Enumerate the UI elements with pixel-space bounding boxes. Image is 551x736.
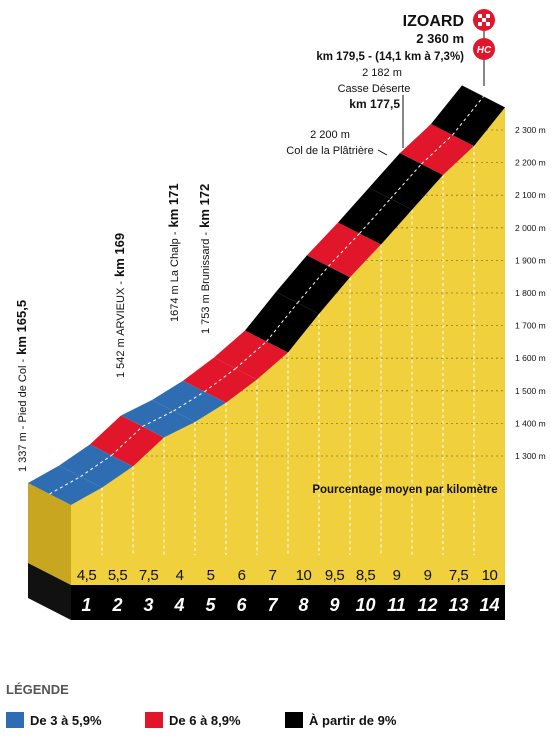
legend-label: À partir de 9% xyxy=(309,713,397,728)
legend-title: LÉGENDE xyxy=(6,682,69,697)
base xyxy=(71,585,505,620)
gradient-label: 9 xyxy=(393,567,401,584)
centerline xyxy=(235,341,267,369)
leader xyxy=(377,149,388,156)
annotation-km: km 171 xyxy=(166,183,181,227)
annotation-text: 1 337 m - Pied de Col - xyxy=(17,359,29,472)
gradient-label: 7,5 xyxy=(139,567,159,584)
annotation-text: 1 753 m Brunissard - xyxy=(200,232,212,334)
y-tick-label: 2 000 m xyxy=(515,223,546,233)
gradient-segment xyxy=(400,124,474,175)
km-label: 7 xyxy=(267,595,278,615)
km-label: 5 xyxy=(205,595,216,615)
km-label: 2 xyxy=(111,595,122,615)
centerline xyxy=(452,96,484,136)
pass-elevation: 2 182 m xyxy=(362,67,402,79)
gradient-label: 9,5 xyxy=(325,567,345,584)
legend-label: De 3 à 5,9% xyxy=(30,713,102,728)
centerline xyxy=(297,265,329,304)
centerline xyxy=(266,302,298,342)
checker xyxy=(478,14,490,26)
gradient-segment xyxy=(369,152,443,210)
front-face xyxy=(71,107,505,586)
km-label: 12 xyxy=(417,595,437,615)
km-label: 13 xyxy=(448,595,468,615)
gradient-segment xyxy=(121,400,195,438)
legend: De 3 à 5,9% De 6 à 8,9% À partir de 9% xyxy=(6,712,397,728)
summit-elevation: 2 360 m xyxy=(416,31,464,46)
summit-title: IZOARD xyxy=(403,13,464,30)
centerline xyxy=(204,368,236,393)
gradient-segment xyxy=(28,465,102,505)
y-tick-label: 2 100 m xyxy=(515,190,546,200)
legend-label: De 6 à 8,9% xyxy=(169,713,241,728)
gradient-label: 7,5 xyxy=(449,567,469,584)
gradient-label: 7 xyxy=(269,567,277,584)
category-icon xyxy=(473,38,495,60)
legend-swatch xyxy=(145,712,163,728)
gradient-label: 4 xyxy=(176,567,184,584)
km-label: 6 xyxy=(236,595,247,615)
y-tick-label: 1 600 m xyxy=(515,353,546,363)
gradient-segment xyxy=(338,187,412,245)
pass-km: km 177,5 xyxy=(349,97,400,111)
annotation: 1 542 m ARVIEUX - km 169 xyxy=(112,233,127,378)
summit-info: km 179,5 - (14,1 km à 7,3%) xyxy=(316,51,464,63)
annotation: 1 753 m Brunissard - km 172 xyxy=(197,184,212,334)
km-label: 9 xyxy=(329,595,339,615)
gradient-label: 4,5 xyxy=(77,567,97,584)
gradient-label: 5 xyxy=(207,567,215,584)
centerline xyxy=(390,163,422,200)
annotation: 1674 m La Chalp - km 171 xyxy=(166,183,181,322)
annotation-text: 1 542 m ARVIEUX - xyxy=(115,281,127,378)
pass-name: Col de la Plâtrière xyxy=(286,145,373,157)
gradient-label: 8,5 xyxy=(356,567,376,584)
y-tick-label: 1 400 m xyxy=(515,418,546,428)
km-label: 8 xyxy=(298,595,308,615)
gradient-label: 10 xyxy=(482,567,498,584)
km-label: 10 xyxy=(355,595,375,615)
centerline xyxy=(359,198,391,234)
centerline xyxy=(173,391,205,412)
left-face xyxy=(28,483,71,585)
centerline xyxy=(111,426,143,456)
y-tick-label: 2 300 m xyxy=(515,125,546,135)
y-tick-label: 1 900 m xyxy=(515,255,546,265)
annotation-km: km 169 xyxy=(112,233,127,277)
gradient-label: 6 xyxy=(238,567,246,584)
subtitle: Pourcentage moyen par kilomètre xyxy=(312,484,497,496)
y-tick-label: 1 300 m xyxy=(515,451,546,461)
km-label: 11 xyxy=(387,595,406,615)
centerline xyxy=(80,454,112,478)
y-tick-label: 2 200 m xyxy=(515,158,546,168)
gradient-label: 10 xyxy=(296,567,312,584)
pass-name: Casse Déserte xyxy=(338,83,411,95)
legend-swatch xyxy=(6,712,24,728)
gradient-segment xyxy=(307,222,381,278)
gradient-segment xyxy=(90,415,164,467)
annotation-text: 1674 m La Chalp - xyxy=(169,231,181,322)
category: HC xyxy=(477,45,492,56)
gradient-label: 9 xyxy=(424,567,432,584)
km-label: 4 xyxy=(173,595,184,615)
legend-swatch xyxy=(285,712,303,728)
annotation-km: km 165,5 xyxy=(14,300,29,355)
gradient-label: 5,5 xyxy=(108,567,128,584)
y-tick-label: 1 700 m xyxy=(515,321,546,331)
centerline xyxy=(421,134,453,165)
annotation: 1 337 m - Pied de Col - km 165,5 xyxy=(14,300,29,472)
km-label: 14 xyxy=(479,595,499,615)
pass-elevation: 2 200 m xyxy=(310,129,350,141)
km-label: 3 xyxy=(143,595,153,615)
annotation-km: km 172 xyxy=(197,184,212,228)
profile-body: 4,515,527,53445566771089,598,5109119127,… xyxy=(28,85,505,620)
left-base xyxy=(28,563,71,620)
km-label: 1 xyxy=(81,595,91,615)
y-tick-label: 1 800 m xyxy=(515,288,546,298)
centerline xyxy=(328,233,360,267)
y-tick-label: 1 500 m xyxy=(515,386,546,396)
